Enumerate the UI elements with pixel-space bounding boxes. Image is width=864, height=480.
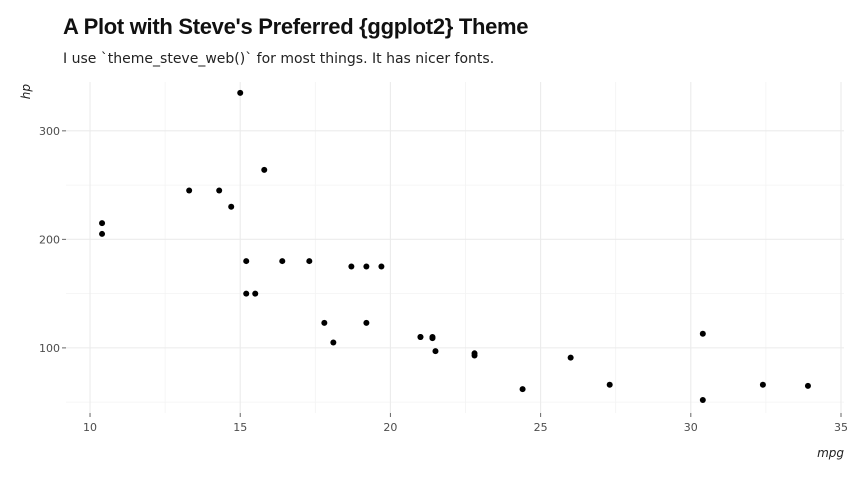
data-point — [243, 258, 250, 265]
data-point — [699, 396, 706, 403]
data-point — [261, 166, 268, 173]
data-point — [252, 290, 259, 297]
data-point — [321, 319, 328, 326]
data-point — [279, 258, 286, 265]
x-tick-label: 10 — [83, 421, 97, 434]
data-point — [432, 348, 439, 355]
x-tick-label: 30 — [684, 421, 698, 434]
data-point — [519, 386, 526, 393]
chart-title: A Plot with Steve's Preferred {ggplot2} … — [63, 14, 529, 39]
data-point — [363, 263, 370, 270]
data-points — [99, 89, 811, 403]
x-axis-title: mpg — [817, 446, 844, 460]
data-point — [567, 354, 574, 361]
y-tick-label: 100 — [39, 342, 60, 355]
axis-ticks: 10 15 20 25 30 35 100 200 300 — [39, 125, 848, 434]
data-point — [216, 187, 223, 194]
data-point — [606, 381, 613, 388]
data-point — [306, 258, 313, 265]
data-point — [348, 263, 355, 270]
data-point — [330, 339, 337, 346]
y-tick-label: 200 — [39, 233, 60, 246]
data-point — [99, 220, 106, 227]
y-tick-label: 300 — [39, 125, 60, 138]
data-point — [417, 334, 424, 341]
data-point — [429, 335, 436, 342]
chart-subtitle: I use `theme_steve_web()` for most thing… — [63, 51, 495, 67]
grid-lines — [66, 82, 844, 413]
data-point — [378, 263, 385, 270]
data-point — [228, 203, 235, 210]
x-tick-label: 20 — [383, 421, 397, 434]
data-point — [243, 290, 250, 297]
y-axis-title: hp — [19, 84, 33, 100]
data-point — [699, 330, 706, 337]
x-tick-label: 15 — [233, 421, 247, 434]
data-point — [759, 381, 766, 388]
x-tick-label: 25 — [534, 421, 548, 434]
data-point — [804, 382, 811, 389]
data-point — [186, 187, 193, 194]
x-tick-label: 35 — [834, 421, 848, 434]
data-point — [363, 319, 370, 326]
data-point — [237, 89, 244, 96]
data-point — [99, 230, 106, 237]
data-point — [471, 350, 478, 357]
